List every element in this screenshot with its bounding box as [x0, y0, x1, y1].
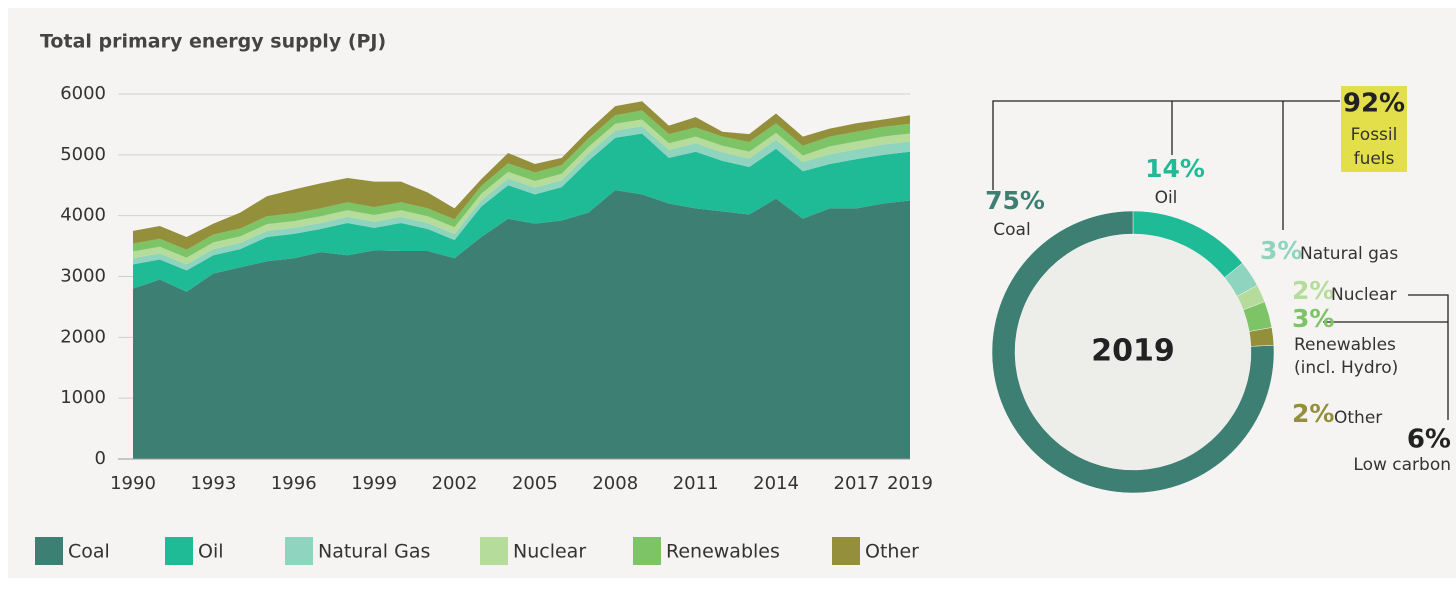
legend-swatch	[165, 537, 193, 565]
y-tick-label: 3000	[60, 266, 106, 287]
annotation-value: 92%	[1343, 89, 1405, 119]
slice-value-label: 14%	[1145, 154, 1205, 183]
donut-slice	[991, 210, 1275, 494]
y-tick-label: 6000	[60, 83, 106, 104]
annotation-text: fuels	[1354, 149, 1395, 169]
slice-category-label: Coal	[993, 220, 1030, 240]
area	[133, 190, 910, 459]
area	[133, 110, 910, 258]
slice-category-label: Other	[1334, 408, 1382, 428]
legend-label: Oil	[198, 541, 224, 563]
x-tick-label: 1993	[190, 473, 236, 494]
annotation-highlight	[1341, 86, 1407, 172]
x-tick-label: 2017	[834, 473, 880, 494]
legend-label: Natural Gas	[318, 541, 430, 563]
donut-center-label: 2019	[1091, 334, 1175, 369]
x-tick-label: 2002	[432, 473, 478, 494]
y-tick-label: 1000	[60, 387, 106, 408]
bracket-line	[1408, 294, 1449, 420]
x-tick-label: 1990	[110, 473, 156, 494]
annotation-text: Low carbon	[1353, 455, 1451, 475]
y-tick-label: 5000	[60, 144, 106, 165]
slice-value-label: 2%	[1292, 399, 1334, 428]
x-tick-label: 2019	[887, 473, 933, 494]
x-tick-label: 2011	[673, 473, 719, 494]
legend-swatch	[285, 537, 313, 565]
slice-value-label: 3%	[1260, 236, 1302, 265]
slice-category-label: Renewables	[1294, 335, 1396, 355]
slice-category-label: Nuclear	[1331, 285, 1396, 305]
chart-title: Total primary energy supply (PJ)	[40, 31, 386, 53]
slice-category-label: Oil	[1155, 188, 1178, 208]
area	[133, 119, 910, 265]
slice-category-label: (incl. Hydro)	[1294, 358, 1398, 378]
slice-value-label: 75%	[985, 186, 1045, 215]
x-tick-label: 2014	[753, 473, 799, 494]
slice-value-label: 3%	[1292, 304, 1334, 333]
legend-swatch	[480, 537, 508, 565]
legend-swatch	[633, 537, 661, 565]
legend-label: Other	[865, 541, 919, 563]
annotation-text: Fossil	[1351, 125, 1398, 145]
slice-category-label: Natural gas	[1300, 244, 1398, 264]
area	[133, 126, 910, 271]
brackets	[992, 100, 1449, 420]
legend-swatch	[832, 537, 860, 565]
legend-swatch	[35, 537, 63, 565]
x-tick-label: 2005	[512, 473, 558, 494]
y-tick-label: 0	[95, 448, 106, 469]
x-tick-label: 2008	[592, 473, 638, 494]
legend-label: Nuclear	[513, 541, 586, 563]
y-tick-label: 4000	[60, 205, 106, 226]
legend-label: Renewables	[666, 541, 780, 563]
area	[133, 133, 910, 292]
slice-value-label: 2%	[1292, 276, 1334, 305]
annotation-value: 6%	[1407, 425, 1451, 455]
x-tick-label: 1999	[351, 473, 397, 494]
x-tick-label: 1996	[271, 473, 317, 494]
y-tick-label: 2000	[60, 326, 106, 347]
donut-center	[1015, 234, 1251, 470]
bracket-line	[992, 100, 1340, 190]
area	[133, 101, 910, 250]
legend-label: Coal	[68, 541, 110, 563]
